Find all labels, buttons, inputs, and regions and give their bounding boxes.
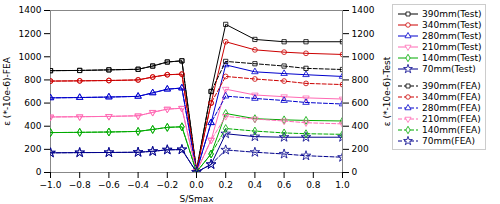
svg-text:400: 400 xyxy=(352,121,369,131)
svg-text:800: 800 xyxy=(352,75,369,85)
svg-text:1.0: 1.0 xyxy=(335,180,350,190)
svg-text:1400: 1400 xyxy=(352,5,375,15)
svg-text:200: 200 xyxy=(24,144,41,154)
svg-text:0: 0 xyxy=(36,167,42,177)
svg-text:S/Smax: S/Smax xyxy=(179,194,214,204)
svg-text:−0.8: −0.8 xyxy=(69,180,91,190)
html-text:390mm(FEA): 390mm(FEA) xyxy=(422,80,481,91)
svg-text:−0.2: −0.2 xyxy=(156,180,178,190)
svg-text:−0.4: −0.4 xyxy=(127,180,149,190)
svg-text:1400: 1400 xyxy=(19,5,42,15)
svg-text:0.2: 0.2 xyxy=(219,180,233,190)
html-text:280mm(FEA): 280mm(FEA) xyxy=(422,102,481,113)
svg-text:600: 600 xyxy=(24,98,41,108)
html-text:210mm(Test): 210mm(Test) xyxy=(422,41,482,52)
html-text:140mm(Test): 140mm(Test) xyxy=(422,52,482,63)
html-text:210mm(FEA): 210mm(FEA) xyxy=(422,113,481,124)
html-text:140mm(FEA): 140mm(FEA) xyxy=(422,124,481,135)
svg-text:1000: 1000 xyxy=(19,52,42,62)
svg-text:0.4: 0.4 xyxy=(248,180,263,190)
svg-text:−1.0: −1.0 xyxy=(40,180,62,190)
html-text:70mm(FEA): 70mm(FEA) xyxy=(422,135,475,146)
svg-text:0.8: 0.8 xyxy=(306,180,321,190)
svg-text:0.0: 0.0 xyxy=(189,180,204,190)
html-text:390mm(Test): 390mm(Test) xyxy=(422,8,482,19)
svg-text:0: 0 xyxy=(352,167,358,177)
svg-text:−0.6: −0.6 xyxy=(98,180,120,190)
svg-text:0.6: 0.6 xyxy=(277,180,292,190)
html-text:70mm(Test): 70mm(Test) xyxy=(422,63,476,74)
svg-text:1200: 1200 xyxy=(352,29,375,39)
svg-text:1000: 1000 xyxy=(352,52,375,62)
svg-text:600: 600 xyxy=(352,98,369,108)
svg-text:ε (*-10e-6)-FEA: ε (*-10e-6)-FEA xyxy=(2,56,12,126)
svg-text:1200: 1200 xyxy=(19,29,42,39)
html-text:280mm(Test): 280mm(Test) xyxy=(422,30,482,41)
svg-text:ε (*-10e-6)-Test: ε (*-10e-6)-Test xyxy=(382,56,392,126)
svg-text:200: 200 xyxy=(352,144,369,154)
html-text:340mm(Test): 340mm(Test) xyxy=(422,19,482,30)
html-text:340mm(FEA): 340mm(FEA) xyxy=(422,91,481,102)
svg-text:800: 800 xyxy=(24,75,41,85)
svg-text:400: 400 xyxy=(24,121,41,131)
